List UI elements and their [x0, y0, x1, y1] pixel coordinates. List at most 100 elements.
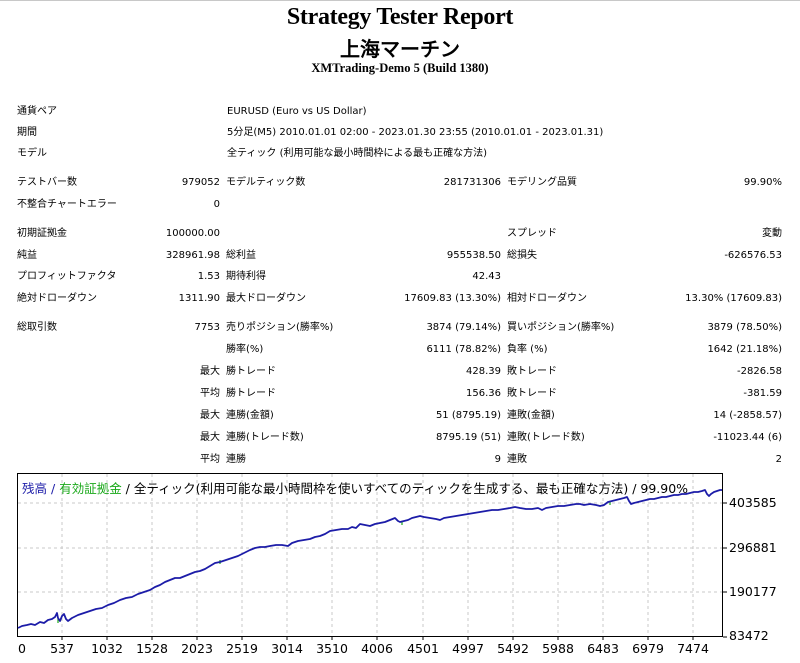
top-divider [0, 0, 800, 1]
report-title: Strategy Tester Report [286, 4, 514, 30]
symbol-label: 通貨ペア [17, 106, 57, 117]
ticks-label: モデルティック数 [226, 177, 306, 188]
short-value: 3874 (79.14%) [426, 322, 501, 333]
y-tick-label: 190177 [729, 584, 777, 599]
loss-rate-value: 1642 (21.18%) [707, 344, 782, 355]
profit-factor-label: プロフィットファクタ [17, 271, 117, 282]
spread-value: 変動 [762, 228, 782, 239]
period-label: 期間 [17, 127, 37, 138]
server-build: XMTrading-Demo 5 (Build 1380) [311, 61, 489, 75]
legend-balance: 残高 [22, 481, 48, 496]
avg-consec-losses-value: 2 [775, 454, 782, 465]
x-tick-label: 6979 [632, 641, 664, 656]
long-label: 買いポジション(勝率%) [507, 322, 615, 333]
quality-label: モデリング品質 [507, 177, 577, 188]
x-tick-label: 1528 [136, 641, 168, 656]
x-tick-label: 4501 [407, 641, 439, 656]
x-tick-label: 0 [18, 641, 26, 656]
long-value: 3879 (78.50%) [707, 322, 782, 333]
max-consec-losses-money-label: 連敗(金額) [507, 410, 555, 421]
y-tick-label: 296881 [729, 540, 777, 555]
legend-model-text: / 全ティック(利用可能な最小時間枠を使いすべてのティックを生成する、最も正確な… [121, 481, 689, 496]
model-value: 全ティック (利用可能な最小時間枠による最も正確な方法) [227, 148, 488, 159]
largest-loss-value: -2826.58 [737, 366, 782, 377]
ea-name: 上海マーチン [340, 37, 460, 61]
largest-win-label: 勝トレード [226, 366, 276, 377]
mismatch-value: 0 [213, 199, 220, 210]
symbol-value: EURUSD (Euro vs US Dollar) [227, 106, 367, 117]
expected-payoff-label: 期待利得 [226, 271, 266, 282]
quality-value: 99.90% [743, 177, 782, 188]
x-tick-label: 1032 [91, 641, 123, 656]
total-trades-label: 総取引数 [17, 322, 57, 333]
avg-loss-label: 敗トレード [507, 388, 557, 399]
win-rate-value: 6111 (78.82%) [426, 344, 501, 355]
win-rate-label: 勝率(%) [226, 344, 264, 355]
largest-win-value: 428.39 [466, 366, 501, 377]
equity-line [57, 502, 611, 623]
x-tick-label: 3014 [271, 641, 303, 656]
max-consec-losses-money-value: 14 (-2858.57) [713, 410, 782, 421]
chart-legend: 残高 / 有効証拠金 / 全ティック(利用可能な最小時間枠を使いすべてのティック… [22, 478, 688, 497]
avg-consec-prefix: 平均 [200, 454, 220, 465]
ticks-value: 281731306 [443, 177, 501, 188]
mismatch-label: 不整合チャートエラー [17, 199, 117, 210]
x-tick-label: 2023 [181, 641, 213, 656]
legend-separator: / [47, 481, 60, 496]
chart-grid [18, 474, 722, 636]
x-tick-label: 4997 [452, 641, 484, 656]
max-consec-wins-count-label: 連勝(トレード数) [226, 432, 304, 443]
max-consec-wins-money-value: 51 (8795.19) [435, 410, 501, 421]
y-tick-label: 403585 [729, 495, 777, 510]
max-consec-wins-count-value: 8795.19 (51) [435, 432, 501, 443]
net-profit-value: 328961.98 [165, 250, 220, 261]
net-profit-label: 純益 [17, 250, 37, 261]
avg-loss-value: -381.59 [743, 388, 782, 399]
gross-profit-value: 955538.50 [446, 250, 501, 261]
avg-consec-wins-value: 9 [494, 454, 501, 465]
avg-consec-wins-label: 連勝 [226, 454, 246, 465]
rel-drawdown-value: 13.30% (17609.83) [685, 293, 782, 304]
total-trades-value: 7753 [194, 322, 220, 333]
deposit-label: 初期証拠金 [17, 228, 67, 239]
loss-rate-label: 負率 (%) [507, 344, 548, 355]
abs-drawdown-value: 1311.90 [178, 293, 220, 304]
gross-loss-value: -626576.53 [724, 250, 782, 261]
bars-value: 979052 [181, 177, 220, 188]
x-tick-label: 2519 [226, 641, 258, 656]
legend-equity: 有効証拠金 [59, 481, 122, 496]
gross-profit-label: 総利益 [226, 250, 256, 261]
bars-label: テストバー数 [17, 177, 77, 188]
max-consec-losses-count-value: -11023.44 (6) [713, 432, 782, 443]
max-consec-losses-count-label: 連敗(トレード数) [507, 432, 585, 443]
average-prefix: 平均 [200, 388, 220, 399]
rel-drawdown-label: 相対ドローダウン [507, 293, 587, 304]
balance-line [17, 489, 722, 629]
expected-payoff-value: 42.43 [472, 271, 501, 282]
avg-win-value: 156.36 [466, 388, 501, 399]
x-tick-label: 7474 [677, 641, 709, 656]
max-consec-count-prefix: 最大 [200, 432, 220, 443]
max-consec-money-prefix: 最大 [200, 410, 220, 421]
x-tick-label: 5492 [497, 641, 529, 656]
max-consec-wins-money-label: 連勝(金額) [226, 410, 274, 421]
abs-drawdown-label: 絶対ドローダウン [17, 293, 97, 304]
short-label: 売りポジション(勝率%) [226, 322, 334, 333]
x-tick-label: 3510 [316, 641, 348, 656]
spread-label: スプレッド [507, 228, 557, 239]
model-label: モデル [17, 148, 47, 159]
max-drawdown-label: 最大ドローダウン [226, 293, 306, 304]
deposit-value: 100000.00 [165, 228, 220, 239]
largest-loss-label: 敗トレード [507, 366, 557, 377]
avg-win-label: 勝トレード [226, 388, 276, 399]
largest-prefix: 最大 [200, 366, 220, 377]
avg-consec-losses-label: 連敗 [507, 454, 527, 465]
y-tick-label: 83472 [729, 628, 769, 643]
max-drawdown-value: 17609.83 (13.30%) [404, 293, 501, 304]
profit-factor-value: 1.53 [197, 271, 220, 282]
x-tick-label: 5988 [542, 641, 574, 656]
x-tick-label: 6483 [587, 641, 619, 656]
chart-frame [17, 473, 723, 637]
gross-loss-label: 総損失 [507, 250, 537, 261]
